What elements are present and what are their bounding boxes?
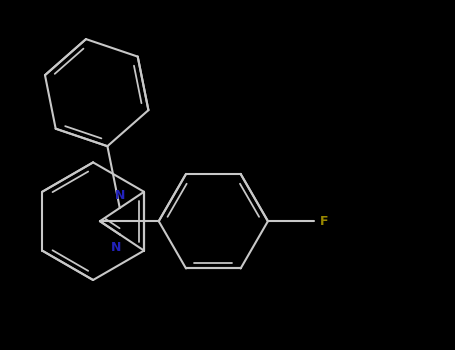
Text: N: N [115,189,125,202]
Text: N: N [111,240,121,253]
Text: F: F [320,215,329,228]
